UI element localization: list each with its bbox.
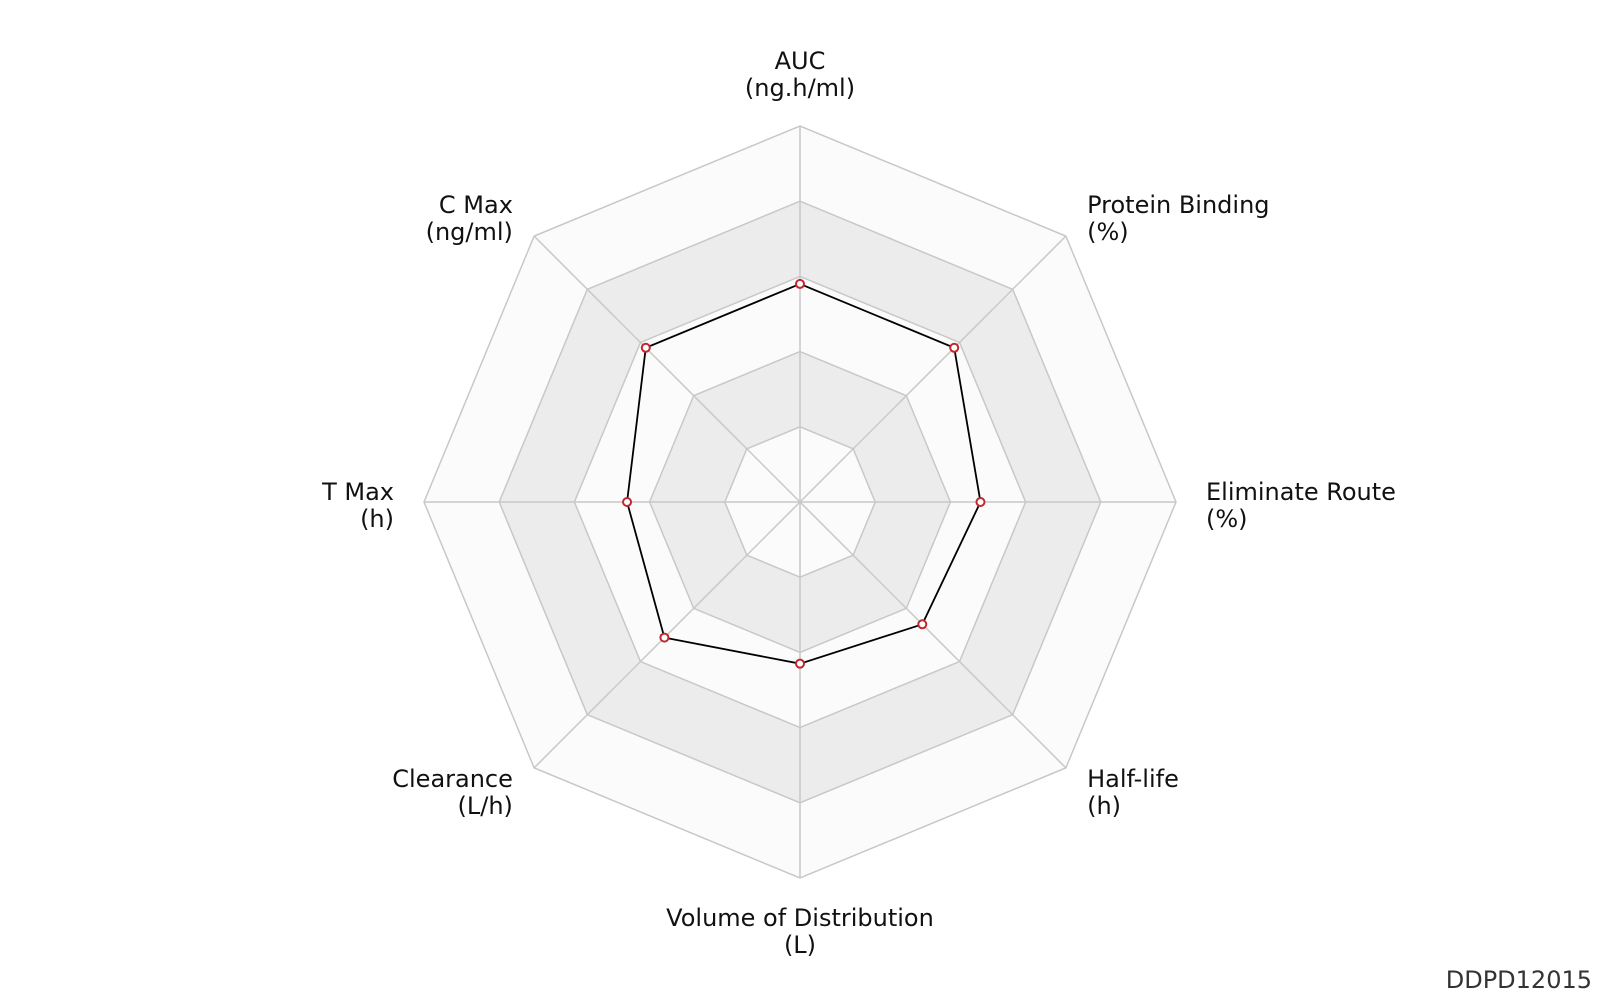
radar-spoke-7 (533, 235, 801, 503)
axis-unit: (ng.h/ml) (745, 74, 855, 102)
axis-unit: (h) (360, 505, 394, 533)
radar-spoke-1 (799, 235, 1067, 503)
axis-unit: (ng/ml) (426, 218, 513, 246)
axis-name: Eliminate Route (1206, 478, 1396, 506)
axis-label-2: Eliminate Route (%) (1206, 478, 1396, 533)
data-point-1 (949, 342, 960, 353)
radar-spokes (424, 126, 1176, 878)
axis-name: Half-life (1087, 765, 1179, 793)
radar-spoke-3 (799, 501, 1067, 769)
axis-label-6: T Max (h) (321, 478, 394, 533)
axis-labels: AUC (ng.h/ml)Protein Binding (%)Eliminate … (321, 47, 1396, 959)
data-point-5 (659, 632, 670, 643)
axis-name: T Max (321, 478, 394, 506)
axis-label-1: Protein Binding (%) (1087, 191, 1269, 246)
axis-label-3: Half-life (h) (1087, 765, 1179, 820)
chart-id-label: DDPD12015 (1445, 966, 1592, 994)
axis-name: Clearance (392, 765, 513, 793)
data-point-7 (640, 342, 651, 353)
data-point-6 (622, 497, 633, 507)
data-point-3 (917, 619, 928, 630)
data-point-4 (795, 658, 805, 669)
radar-series (622, 278, 986, 669)
axis-unit: (%) (1206, 505, 1248, 533)
axis-name: Protein Binding (1087, 191, 1269, 219)
axis-unit: (h) (1087, 792, 1121, 820)
axis-unit: (%) (1087, 218, 1129, 246)
axis-name: AUC (775, 47, 826, 75)
axis-label-0: AUC (ng.h/ml) (745, 47, 855, 102)
axis-unit: (L/h) (458, 792, 513, 820)
axis-label-4: Volume of Distribution (L) (666, 904, 934, 959)
axis-label-7: C Max (ng/ml) (426, 191, 513, 246)
data-point-2 (975, 497, 986, 507)
data-point-0 (795, 278, 805, 289)
axis-unit: (L) (784, 931, 816, 959)
axis-name: C Max (439, 191, 513, 219)
axis-name: Volume of Distribution (666, 904, 934, 932)
axis-label-5: Clearance (L/h) (392, 765, 513, 820)
